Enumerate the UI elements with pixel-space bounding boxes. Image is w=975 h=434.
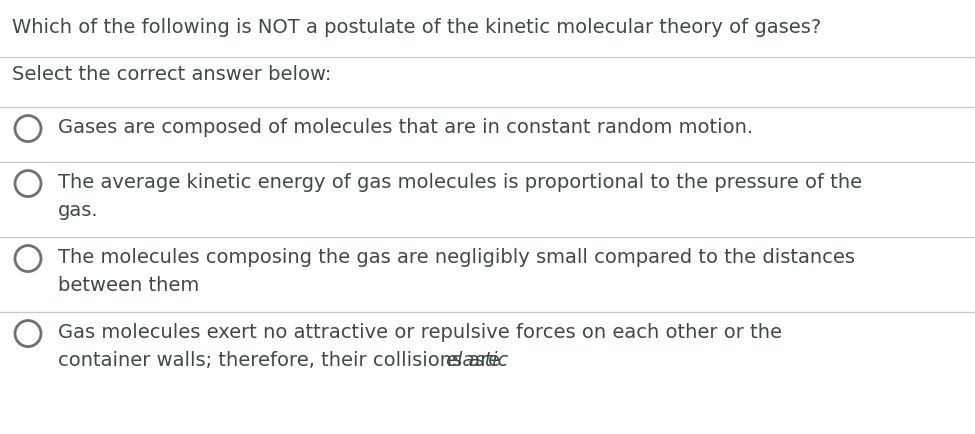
Text: Select the correct answer below:: Select the correct answer below: [12, 65, 332, 84]
Text: Gases are composed of molecules that are in constant random motion.: Gases are composed of molecules that are… [58, 118, 753, 137]
Text: Gas molecules exert no attractive or repulsive forces on each other or the: Gas molecules exert no attractive or rep… [58, 322, 782, 341]
Text: between them: between them [58, 276, 199, 295]
Text: container walls; therefore, their collisions are: container walls; therefore, their collis… [58, 351, 506, 369]
Text: The molecules composing the gas are negligibly small compared to the distances: The molecules composing the gas are negl… [58, 247, 855, 266]
Text: gas.: gas. [58, 201, 98, 220]
Text: The average kinetic energy of gas molecules is proportional to the pressure of t: The average kinetic energy of gas molecu… [58, 173, 862, 191]
Text: Which of the following is NOT a postulate of the kinetic molecular theory of gas: Which of the following is NOT a postulat… [12, 18, 821, 37]
Text: elastic: elastic [446, 351, 508, 369]
